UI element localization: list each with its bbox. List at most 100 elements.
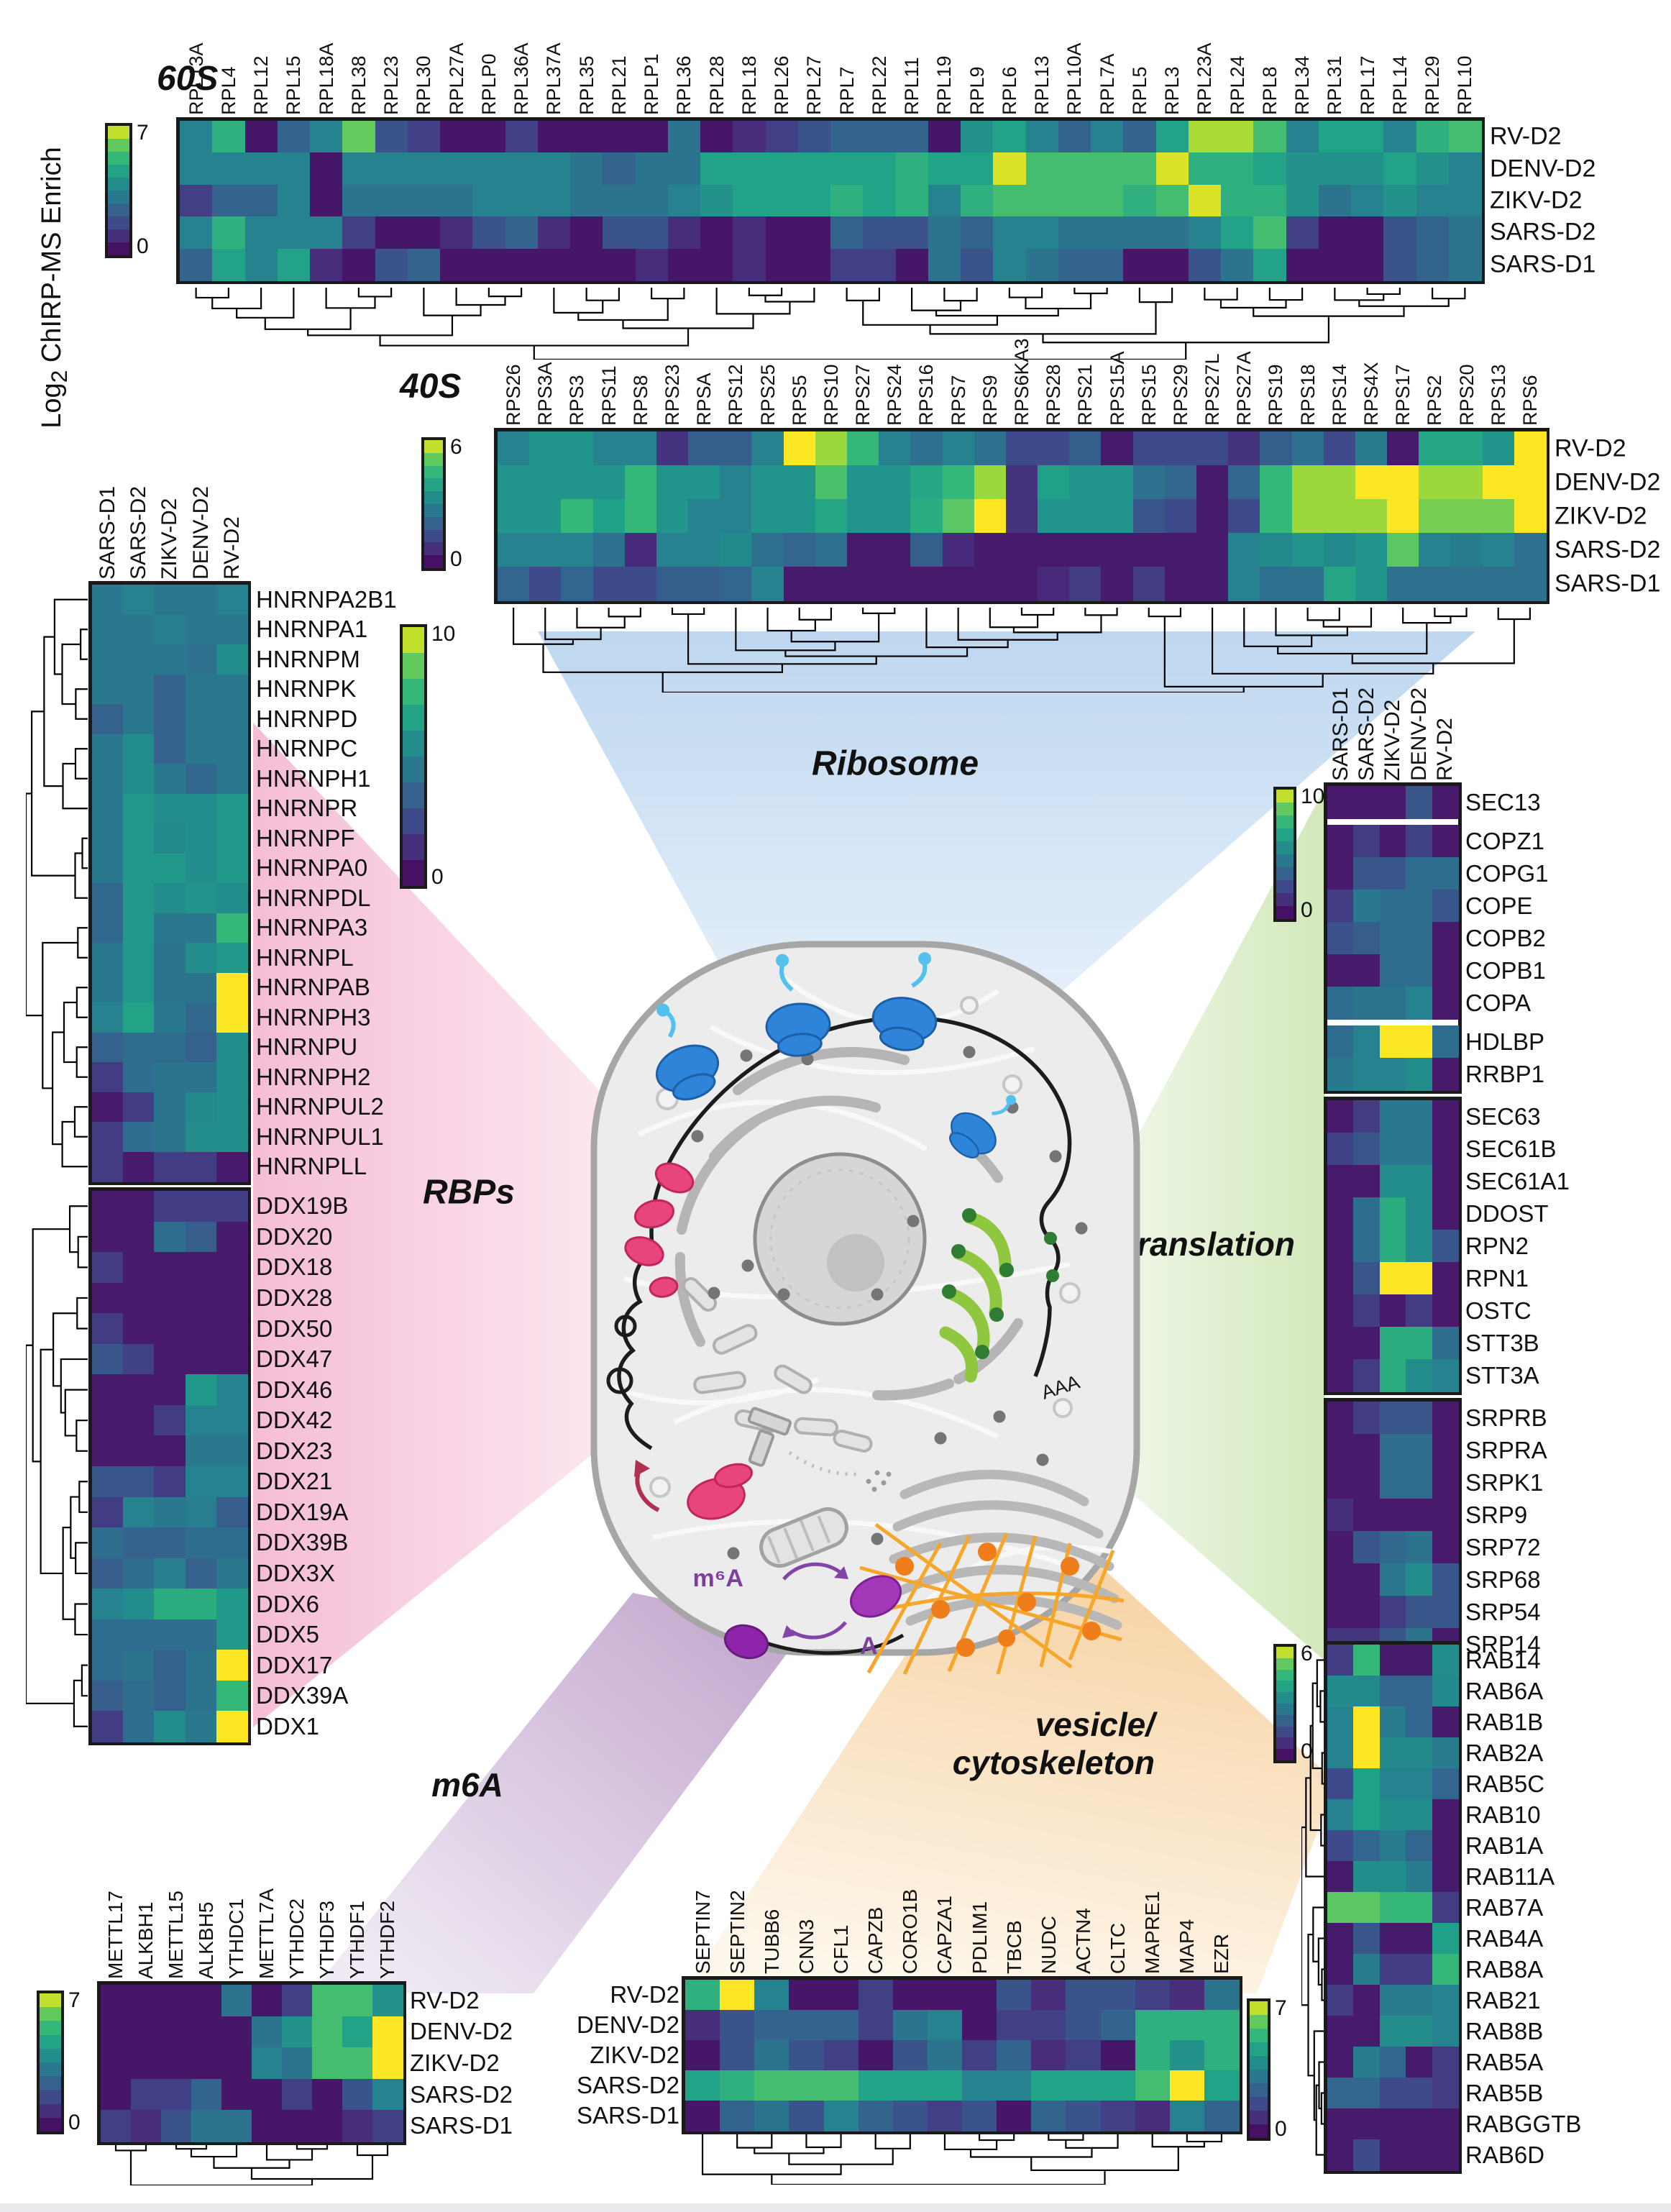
heatmap-cell <box>1188 184 1222 217</box>
heatmap-cell <box>191 2047 222 2080</box>
ddx-dendrogram <box>26 1205 88 1727</box>
heatmap-cell <box>154 1221 186 1253</box>
heatmap-cell <box>342 2016 373 2048</box>
heatmap-cell <box>783 431 816 466</box>
rab-row-label: RAB8A <box>1465 1955 1544 1983</box>
heatmap-cell <box>1432 1830 1459 1862</box>
heatmap-cell <box>1383 216 1417 250</box>
heatmap-cell <box>685 2010 720 2041</box>
heatmap-cell <box>823 2010 859 2041</box>
heatmap-cell <box>1327 1706 1354 1738</box>
heatmap-cell <box>1327 954 1354 987</box>
heatmap-cell <box>765 248 799 281</box>
heatmap-cell <box>1204 2010 1240 2041</box>
heatmap-cell <box>592 465 626 500</box>
heatmap-cell <box>216 733 248 764</box>
heatmap-cell <box>1379 1025 1406 1059</box>
heatmap-cell <box>498 431 530 466</box>
heatmap-cell <box>185 1496 217 1528</box>
heatmap-cell <box>1355 567 1388 601</box>
heatmap-cell <box>1196 499 1229 534</box>
heatmap-cell <box>1514 533 1547 567</box>
heatmap-cell <box>1406 1861 1433 1893</box>
heatmap-cell <box>216 1496 248 1528</box>
heatmap-cell <box>1379 922 1406 955</box>
heatmap-cell <box>1432 825 1459 858</box>
heatmap-cell <box>1383 184 1417 217</box>
vesicle-col-label: CAPZA1 <box>933 1896 956 1974</box>
heatmap-cell <box>221 2047 252 2080</box>
orange-vesicles <box>895 1543 1101 1657</box>
heatmap-cell <box>372 2047 403 2080</box>
s40-col-label: RPS24 <box>884 364 906 426</box>
hnrnp-row-label: HNRNPAB <box>256 974 370 1001</box>
heatmap-cell <box>92 1032 124 1063</box>
heatmap-cell <box>858 2040 894 2071</box>
heatmap-cell <box>1327 1230 1354 1263</box>
heatmap-cell <box>154 1062 186 1093</box>
heatmap-cell <box>1353 1923 1381 1955</box>
s40-col-label: RPS17 <box>1392 364 1414 426</box>
heatmap-cell <box>498 567 530 601</box>
heatmap-cell <box>185 913 217 943</box>
heatmap-cell <box>1450 567 1483 601</box>
heatmap-cell <box>123 614 155 645</box>
heatmap-cell <box>505 248 539 281</box>
heatmap-cell <box>942 567 975 601</box>
heatmap-cell <box>252 2110 283 2142</box>
heatmap-cell <box>765 216 799 250</box>
s60-col-label: RPL23 <box>380 55 403 115</box>
colorbar-step <box>108 229 129 242</box>
heatmap-cell <box>1100 2070 1136 2101</box>
hnrnp-row-label: HNRNPH3 <box>256 1003 371 1030</box>
heatmap-cell <box>529 567 562 601</box>
heatmap-cell <box>216 704 248 735</box>
er_b-row-label: SEC61B <box>1465 1135 1557 1162</box>
heatmap-cell <box>221 1985 252 2017</box>
heatmap-cell <box>185 972 217 1003</box>
heatmap-cell <box>1323 431 1356 466</box>
heatmap-cell <box>688 533 720 567</box>
vesicle-col-label: NUDC <box>1037 1916 1060 1974</box>
heatmap-cell <box>1432 2139 1459 2171</box>
heatmap-cell <box>1327 1100 1354 1133</box>
heatmap-cell <box>1450 465 1483 500</box>
er_b-row-label: STT3B <box>1465 1329 1539 1356</box>
heatmap-cell <box>123 1619 155 1650</box>
colorbar-step <box>1250 2015 1268 2029</box>
heatmap-cell <box>123 1122 155 1153</box>
heatmap-cell <box>1005 567 1038 601</box>
heatmap-cell <box>1169 2070 1205 2101</box>
heatmap-cell <box>221 2078 252 2111</box>
s40-col-label: RPS4X <box>1360 362 1382 426</box>
heatmap-cell <box>1379 2047 1406 2078</box>
er_c-row-label: SRP9 <box>1465 1501 1528 1528</box>
colorbar-step <box>424 440 443 453</box>
heatmap-cell <box>700 184 733 217</box>
heatmap-cell <box>154 1252 186 1284</box>
heatmap-cell <box>685 1980 720 2011</box>
heatmap-cell <box>101 2016 132 2048</box>
heatmap-cell <box>92 943 124 974</box>
s40-col-label: RPS16 <box>915 364 938 426</box>
heatmap-cell <box>928 216 961 250</box>
heatmap-cell <box>161 2047 192 2080</box>
heatmap-cell <box>1353 1563 1381 1596</box>
heatmap-cell <box>879 465 911 500</box>
heatmap-cell <box>216 1558 248 1589</box>
heatmap-cell <box>185 764 217 795</box>
heatmap-cell <box>1221 184 1254 217</box>
heatmap-cell <box>1353 1768 1381 1800</box>
heatmap-cell <box>1318 121 1352 153</box>
heatmap-cell <box>942 431 975 466</box>
colorbar-step <box>108 152 129 165</box>
vesicle-col-label: CAPZB <box>864 1906 887 1974</box>
colorbar-step <box>403 653 424 679</box>
heatmap-cell <box>1327 2047 1354 2078</box>
heatmap-cell <box>1406 1294 1433 1327</box>
heatmap-cell <box>720 1980 755 2011</box>
rab-heatmap <box>1324 1641 1462 2174</box>
heatmap-cell <box>635 248 669 281</box>
colorbar-step <box>1276 1737 1294 1750</box>
ddx-row-label: DDX42 <box>256 1407 333 1434</box>
